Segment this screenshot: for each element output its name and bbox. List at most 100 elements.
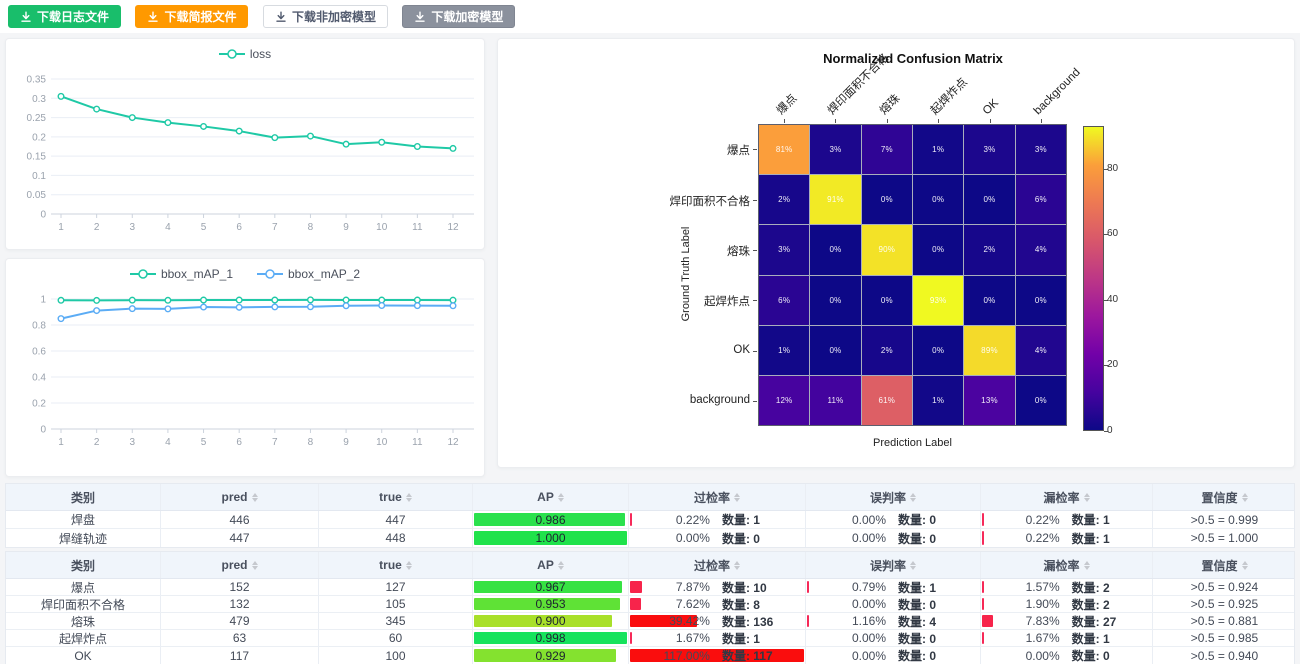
legend-item-bbox_mAP_2[interactable]: bbox_mAP_2 [257, 267, 360, 281]
rate-bar [982, 632, 984, 644]
rate-count: 数量: 0 [898, 513, 937, 527]
svg-text:9: 9 [343, 222, 349, 233]
rate-percent: 7.87% [675, 580, 710, 594]
rate-count: 数量: 0 [898, 631, 937, 646]
sort-carets-icon[interactable] [1083, 490, 1090, 505]
column-header-miss[interactable]: 漏检率 [981, 552, 1153, 578]
column-header-ap[interactable]: AP [473, 484, 629, 510]
download-encrypted-model-button[interactable]: 下载加密模型 [402, 5, 516, 28]
download-plain-model-button[interactable]: 下载非加密模型 [262, 5, 388, 28]
rate-percent: 0.00% [852, 531, 887, 545]
cm-cell-熔珠-OK: 2% [964, 225, 1015, 275]
sort-carets-icon[interactable] [251, 558, 258, 573]
column-header-conf[interactable]: 置信度 [1153, 484, 1296, 510]
column-header-over[interactable]: 过检率 [629, 484, 806, 510]
sort-carets-icon[interactable] [1241, 490, 1248, 505]
svg-text:3: 3 [129, 222, 135, 233]
sort-carets-icon[interactable] [1241, 558, 1248, 573]
legend-item-loss[interactable]: loss [218, 47, 271, 61]
miss-rate-cell: 7.83% 数量: 27 [981, 613, 1152, 629]
cell-over: 39.42% 数量: 136 [629, 613, 806, 629]
confusion-matrix-xlabel: Prediction Label [873, 437, 952, 449]
cm-cell-焊印面积不合格-爆点: 2% [759, 175, 810, 225]
sort-carets-icon[interactable] [734, 558, 740, 573]
download-icon [275, 11, 287, 23]
column-header-conf[interactable]: 置信度 [1153, 552, 1296, 578]
sort-carets-icon[interactable] [557, 558, 564, 573]
cm-col-label-起焊炸点: 起焊炸点 [929, 76, 971, 118]
table-row: 熔珠 479 345 0.900 39.42% 数量: 136 1.16% 数量: 4 7.83… [6, 613, 1294, 630]
svg-text:4: 4 [165, 222, 171, 233]
column-header-over[interactable]: 过检率 [629, 552, 806, 578]
column-header-mis[interactable]: 误判率 [806, 484, 981, 510]
download-log-button[interactable]: 下载日志文件 [8, 5, 122, 28]
miss-rate-cell: 0.22% 数量: 1 [981, 529, 1152, 547]
cell-ap: 0.998 [473, 630, 629, 646]
column-label: 过检率 [693, 490, 730, 505]
ap-bar [474, 649, 616, 662]
svg-text:3: 3 [129, 437, 135, 448]
column-label: 漏检率 [1043, 558, 1080, 573]
svg-text:0.3: 0.3 [32, 94, 46, 105]
mis-rate-cell: 0.00% 数量: 0 [806, 630, 980, 646]
sort-carets-icon[interactable] [910, 558, 916, 573]
ap-bar [474, 531, 627, 545]
ap-value: 0.967 [535, 580, 566, 594]
cm-tick [753, 149, 757, 151]
cell-over: 7.62% 数量: 8 [629, 596, 806, 612]
miss-rate-cell: 0.22% 数量: 1 [981, 511, 1152, 528]
rate-percent: 1.67% [675, 631, 710, 645]
cell-miss: 7.83% 数量: 27 [981, 613, 1153, 629]
ap-value: 0.900 [535, 614, 566, 628]
sort-carets-icon[interactable] [405, 490, 412, 505]
svg-text:0.2: 0.2 [32, 132, 46, 143]
rate-percent: 0.00% [675, 531, 710, 545]
mis-rate-cell: 0.00% 数量: 0 [806, 511, 980, 528]
miss-rate-cell: 1.67% 数量: 1 [981, 630, 1152, 646]
rate-count: 数量: 27 [1071, 614, 1117, 629]
rate-percent: 1.57% [1025, 580, 1060, 594]
map-chart-card: bbox_mAP_1 bbox_mAP_2 0 0.2 0.4 0.6 0.8 1 1 2 3 4 5… [5, 258, 485, 477]
rate-percent: 39.42% [669, 614, 710, 628]
column-header-ap[interactable]: AP [473, 552, 629, 578]
cell-mis: 1.16% 数量: 4 [806, 613, 981, 629]
colorbar-tick-label: 0 [1107, 425, 1113, 436]
ap-bar-cell: 0.998 [473, 630, 628, 646]
column-label: 误判率 [869, 490, 906, 505]
cell-true: 127 [319, 579, 473, 595]
cm-cell-熔珠-background: 4% [1015, 225, 1066, 275]
cm-tick [753, 199, 757, 201]
button-label: 下载日志文件 [37, 10, 110, 24]
ap-value: 0.929 [535, 648, 566, 663]
sort-carets-icon[interactable] [1083, 558, 1090, 573]
cm-tick [753, 300, 757, 302]
ap-value: 0.953 [535, 597, 566, 611]
cm-cell-OK-background: 4% [1015, 325, 1066, 375]
cm-row-label-爆点: 爆点 [727, 145, 750, 158]
column-header-true[interactable]: true [319, 484, 473, 510]
column-header-miss[interactable]: 漏检率 [981, 484, 1153, 510]
cell-category: 焊印面积不合格 [6, 596, 161, 612]
sort-carets-icon[interactable] [557, 490, 564, 505]
sort-carets-icon[interactable] [405, 558, 412, 573]
cell-miss: 1.57% 数量: 2 [981, 579, 1153, 595]
legend-item-bbox_mAP_1[interactable]: bbox_mAP_1 [129, 267, 233, 281]
download-brief-button[interactable]: 下载简报文件 [135, 5, 249, 28]
rate-count: 数量: 1 [1071, 513, 1110, 527]
rate-count: 数量: 0 [898, 597, 937, 612]
ap-bar [474, 598, 620, 610]
column-header-mis[interactable]: 误判率 [806, 552, 981, 578]
sort-carets-icon[interactable] [910, 490, 916, 505]
column-label: true [379, 490, 402, 504]
sort-carets-icon[interactable] [251, 490, 258, 505]
column-label: 类别 [70, 558, 95, 573]
cm-cell-焊印面积不合格-background: 6% [1015, 175, 1066, 225]
column-header-true[interactable]: true [319, 552, 473, 578]
cell-conf: >0.5 = 0.999 [1190, 512, 1259, 527]
column-header-pred[interactable]: pred [161, 552, 319, 578]
ap-value: 1.000 [535, 531, 566, 545]
column-header-pred[interactable]: pred [161, 484, 319, 510]
cm-cell-background-熔珠: 61% [861, 375, 912, 425]
summary-table-defects: 类别 pred true AP 过检率 误判率 漏检率 置信度 爆点 152 127 0.967 7.8… [5, 551, 1295, 664]
sort-carets-icon[interactable] [734, 490, 740, 505]
